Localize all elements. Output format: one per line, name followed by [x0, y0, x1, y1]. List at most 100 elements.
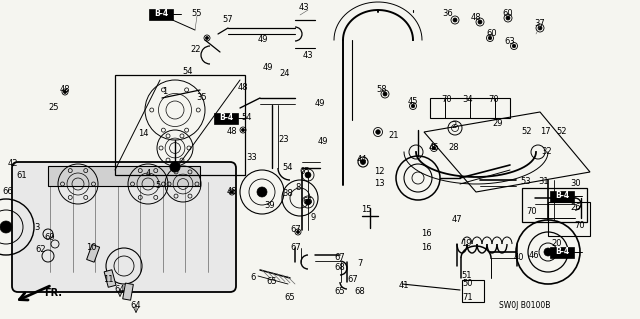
Text: 31: 31 — [539, 177, 549, 187]
Text: 38: 38 — [283, 189, 293, 198]
Bar — [149, 9, 173, 20]
Circle shape — [241, 129, 244, 131]
Text: 54: 54 — [283, 164, 293, 173]
Circle shape — [376, 130, 380, 134]
Text: 41: 41 — [399, 281, 409, 291]
Circle shape — [170, 162, 180, 172]
Text: 48: 48 — [227, 188, 237, 197]
Text: 52: 52 — [557, 128, 567, 137]
Text: 70: 70 — [575, 221, 586, 231]
Text: 26: 26 — [571, 204, 581, 212]
Text: 22: 22 — [191, 46, 201, 55]
Text: 68: 68 — [335, 263, 346, 272]
Circle shape — [506, 16, 510, 20]
Circle shape — [432, 146, 436, 150]
Polygon shape — [104, 270, 116, 287]
Text: 40: 40 — [514, 254, 524, 263]
Bar — [214, 113, 238, 124]
Circle shape — [230, 190, 234, 194]
Text: 49: 49 — [258, 35, 268, 44]
Text: 17: 17 — [540, 128, 550, 137]
Bar — [462, 280, 484, 302]
Text: 28: 28 — [449, 144, 460, 152]
Circle shape — [383, 92, 387, 96]
Circle shape — [305, 172, 311, 178]
Text: 43: 43 — [299, 4, 309, 12]
Text: 58: 58 — [377, 85, 387, 94]
Text: 54: 54 — [183, 68, 193, 77]
Circle shape — [478, 20, 482, 24]
Circle shape — [305, 199, 311, 205]
Text: 21: 21 — [388, 131, 399, 140]
Text: 49: 49 — [263, 63, 273, 72]
Text: 65: 65 — [335, 287, 346, 296]
Text: 61: 61 — [17, 172, 28, 181]
Text: 7: 7 — [357, 259, 363, 269]
Text: 65: 65 — [267, 278, 277, 286]
Text: 68: 68 — [355, 287, 365, 296]
Text: 9: 9 — [310, 213, 316, 222]
Text: 12: 12 — [374, 167, 384, 176]
Circle shape — [412, 104, 415, 108]
Bar — [48, 166, 200, 186]
Bar — [548, 202, 590, 236]
Text: 65: 65 — [285, 293, 295, 302]
Text: 71: 71 — [463, 293, 474, 302]
Text: 11: 11 — [103, 276, 113, 285]
Circle shape — [257, 187, 267, 197]
Text: 65: 65 — [300, 167, 310, 176]
Text: 48: 48 — [470, 13, 481, 23]
Text: 63: 63 — [504, 38, 515, 47]
Text: 64: 64 — [115, 286, 125, 294]
Bar — [550, 191, 574, 202]
Text: 1: 1 — [163, 87, 168, 97]
Text: 10: 10 — [86, 243, 96, 253]
Circle shape — [360, 160, 365, 165]
Text: 27: 27 — [553, 194, 563, 203]
Text: 2: 2 — [451, 122, 456, 130]
Text: B-4: B-4 — [555, 191, 569, 201]
Text: 52: 52 — [522, 128, 532, 137]
Text: 48: 48 — [60, 85, 70, 94]
Polygon shape — [123, 283, 133, 300]
Text: 37: 37 — [534, 19, 545, 28]
Text: 24: 24 — [280, 70, 291, 78]
Text: 64: 64 — [131, 301, 141, 310]
Text: 8: 8 — [295, 183, 301, 192]
Text: 69: 69 — [45, 234, 55, 242]
Text: 29: 29 — [493, 120, 503, 129]
Text: SW0J B0100B: SW0J B0100B — [499, 300, 550, 309]
Bar — [115, 75, 245, 175]
Text: 51: 51 — [461, 271, 472, 280]
Text: 50: 50 — [463, 279, 473, 288]
Text: 32: 32 — [541, 147, 552, 157]
Text: 6: 6 — [250, 273, 256, 283]
Text: B-4: B-4 — [154, 10, 168, 19]
Circle shape — [296, 231, 300, 234]
Text: 67: 67 — [348, 276, 358, 285]
Text: 14: 14 — [138, 130, 148, 138]
Text: 45: 45 — [408, 98, 419, 107]
Text: 65: 65 — [303, 197, 314, 206]
Text: 39: 39 — [265, 202, 275, 211]
Text: 70: 70 — [442, 95, 452, 105]
Text: 60: 60 — [502, 10, 513, 19]
Circle shape — [453, 18, 457, 22]
Circle shape — [538, 26, 542, 30]
Text: FR.: FR. — [44, 288, 62, 298]
Text: 70: 70 — [527, 207, 538, 217]
Text: 49: 49 — [317, 137, 328, 146]
Text: 42: 42 — [8, 160, 19, 168]
Text: 66: 66 — [3, 188, 13, 197]
Text: 20: 20 — [552, 240, 563, 249]
Text: 46: 46 — [529, 251, 540, 261]
Bar — [550, 247, 574, 258]
Text: 3: 3 — [35, 224, 40, 233]
Text: 67: 67 — [335, 254, 346, 263]
Text: 54: 54 — [242, 114, 252, 122]
Text: 19: 19 — [461, 240, 471, 249]
Text: 60: 60 — [486, 29, 497, 39]
Text: 16: 16 — [420, 243, 431, 253]
Circle shape — [512, 44, 516, 48]
Bar — [430, 98, 510, 118]
